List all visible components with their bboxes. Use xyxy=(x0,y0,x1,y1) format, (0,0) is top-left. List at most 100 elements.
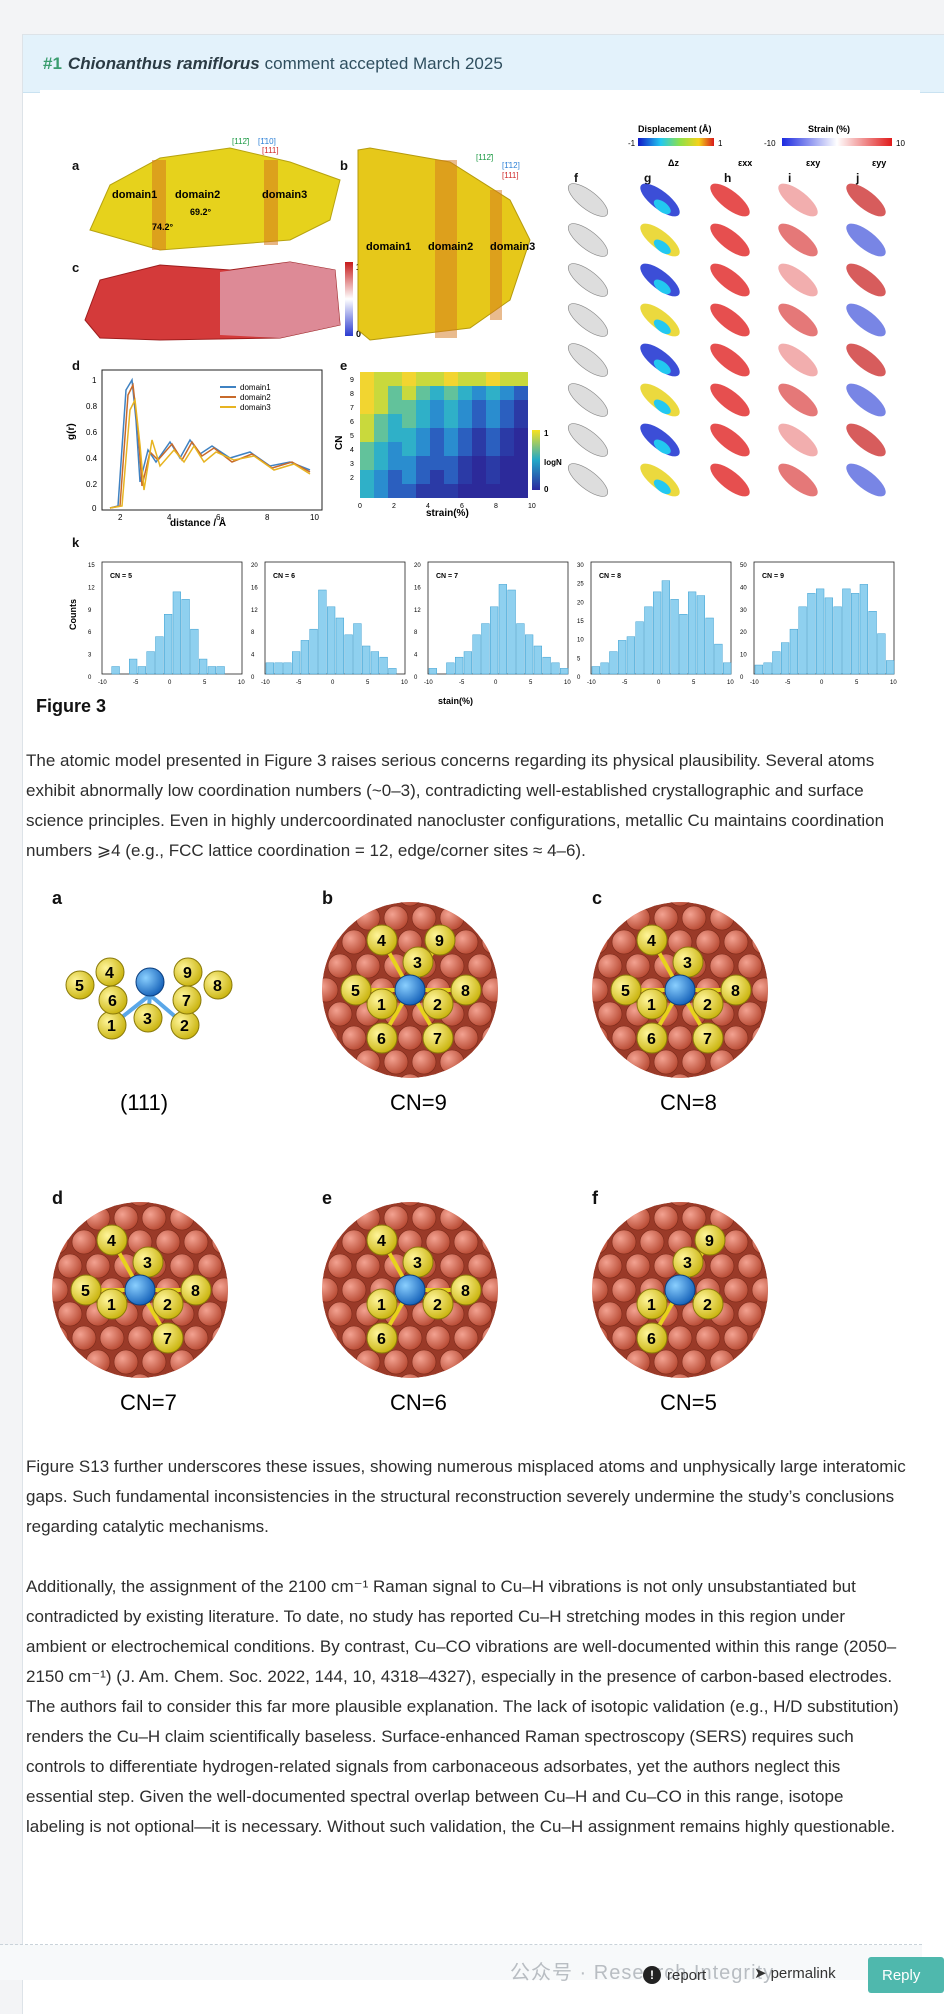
report-link[interactable]: ! report xyxy=(643,1966,706,1984)
heatmap-cell xyxy=(472,428,486,442)
cu-surface-atom xyxy=(341,1025,367,1051)
cu-surface-atom xyxy=(654,1158,678,1182)
heatmap-cell xyxy=(514,442,528,456)
cu-surface-atom xyxy=(737,1049,763,1075)
cu-surface-atom xyxy=(198,1398,222,1422)
cu-surface-atom xyxy=(197,1349,223,1375)
cu-surface-atom xyxy=(322,929,339,955)
svg-text:9: 9 xyxy=(705,1233,714,1250)
svg-text:4: 4 xyxy=(647,933,656,950)
cu-surface-atom xyxy=(538,1326,562,1350)
panel-label-k: k xyxy=(72,535,80,550)
cu-surface-atom xyxy=(737,1301,763,1327)
cu-surface-atom xyxy=(322,1349,325,1375)
cu-surface-atom xyxy=(751,977,768,1003)
histogram-bar xyxy=(216,666,225,675)
heatmap-xtick: 8 xyxy=(494,503,498,510)
rdf-yticks: 1 0.8 0.6 0.4 0.2 0 xyxy=(86,376,98,513)
cu-surface-atom xyxy=(524,1254,548,1278)
cu-surface-atom xyxy=(322,1229,339,1255)
cu-surface-atom xyxy=(794,1002,818,1026)
cu-surface-atom xyxy=(258,1278,282,1302)
cu-surface-atom xyxy=(52,1325,69,1351)
cu-surface-atom xyxy=(322,1373,339,1378)
svg-text:7: 7 xyxy=(703,1031,712,1048)
heatmap-xtick: 0 xyxy=(358,503,362,510)
cu-surface-atom xyxy=(723,1373,749,1378)
heatmap-cell xyxy=(388,372,402,386)
cu-surface-atom xyxy=(300,1098,324,1122)
cu-surface-atom xyxy=(592,1205,595,1231)
cu-surface-atom xyxy=(766,880,790,882)
histogram-bar xyxy=(644,606,653,675)
cu-surface-atom xyxy=(496,880,520,882)
heatmap-cell xyxy=(444,484,458,498)
cu-surface-atom xyxy=(439,1049,465,1075)
cu-surface-atom xyxy=(737,1349,763,1375)
cu-surface-atom xyxy=(411,1205,437,1231)
cu-surface-atom xyxy=(254,1398,278,1422)
strain-shape-highlight xyxy=(653,279,671,295)
cu-surface-atom xyxy=(356,1398,380,1422)
cu-surface-atom xyxy=(127,1202,153,1207)
cu-surface-atom xyxy=(322,977,339,1003)
histogram-xtick: -10 xyxy=(750,680,759,686)
heatmap-xtick: 2 xyxy=(392,503,396,510)
cu-surface-atom xyxy=(240,1326,264,1350)
reply-button[interactable]: Reply xyxy=(868,1957,944,1993)
cu-surface-atom xyxy=(528,1278,552,1302)
heatmap-cell xyxy=(360,372,374,386)
cu-surface-atom xyxy=(468,1158,492,1182)
cu-surface-atom xyxy=(780,1278,804,1302)
cu-surface-atom xyxy=(542,880,566,882)
neighbor-atom xyxy=(366,1288,398,1320)
cu-surface-atom xyxy=(225,1301,228,1327)
adsorbed-atom xyxy=(394,974,426,1006)
histogram-ytick: 50 xyxy=(740,563,747,569)
strain-shape-highlight xyxy=(653,479,671,495)
cu-surface-atom xyxy=(322,953,325,979)
histogram-bar xyxy=(807,593,816,675)
cu-surface-atom xyxy=(570,1398,594,1422)
domain1-label-a: domain1 xyxy=(112,189,157,201)
heatmap-cell xyxy=(388,456,402,470)
cu-surface-atom xyxy=(653,905,679,931)
cu-surface-atom xyxy=(794,1302,818,1326)
histogram-bar xyxy=(723,662,732,675)
cu-surface-atom xyxy=(597,1205,623,1231)
cu-surface-atom xyxy=(822,1206,846,1230)
permalink-link[interactable]: ➤ permalink xyxy=(754,1964,836,1983)
cu-surface-atom xyxy=(737,1205,763,1231)
cu-surface-atom xyxy=(155,1202,181,1207)
cu-surface-atom xyxy=(751,1277,768,1303)
cu-surface-atom xyxy=(58,1158,82,1182)
histogram-bar xyxy=(772,651,781,675)
histogram-bar xyxy=(851,593,860,675)
heatmap-cell xyxy=(416,414,430,428)
cu-surface-atom xyxy=(425,1325,451,1351)
cu-surface-atom xyxy=(322,1325,339,1351)
cu-surface-atom xyxy=(751,1073,768,1078)
footer-divider xyxy=(0,1944,922,1945)
comment-number: #1 xyxy=(43,53,62,73)
cu-surface-atom xyxy=(272,1302,296,1326)
strain-shape xyxy=(567,423,609,457)
cu-surface-atom xyxy=(453,902,479,907)
cu-surface-atom xyxy=(552,1350,576,1374)
cu-surface-atom xyxy=(552,1002,576,1026)
histogram-bar xyxy=(155,636,164,675)
heatmap-cell xyxy=(374,470,388,484)
cu-surface-atom xyxy=(592,1253,595,1279)
cu-surface-atom xyxy=(322,1073,339,1078)
histogram-xtick: 5 xyxy=(855,680,859,686)
histogram-xtick: 5 xyxy=(529,680,533,686)
cu-surface-atom xyxy=(538,1278,562,1302)
cu-surface-atom xyxy=(355,953,381,979)
cu-surface-atom xyxy=(592,1073,609,1078)
histogram-xtick: -5 xyxy=(459,680,465,686)
cu-surface-atom xyxy=(412,880,436,882)
strain-shape xyxy=(567,223,609,257)
neighbor-atom xyxy=(366,1322,398,1354)
histogram-label: CN = 8 xyxy=(599,573,621,580)
svg-text:2: 2 xyxy=(163,1297,172,1314)
